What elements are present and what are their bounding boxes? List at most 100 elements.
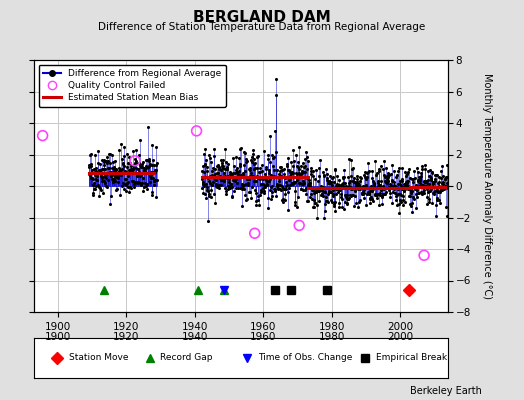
Point [232,167,240,174]
Point [354,180,363,187]
Text: Berkeley Earth: Berkeley Earth [410,386,482,396]
Point [102,158,110,164]
Point [366,195,374,202]
Point [387,171,395,178]
Point [234,184,243,191]
Point [233,169,241,175]
Point [211,170,220,177]
Point [239,162,248,168]
Point [251,160,259,166]
Point [108,165,116,172]
Point [351,193,359,200]
Point [225,178,234,185]
Point [417,173,425,179]
Point [316,186,325,192]
Point [245,176,254,182]
Point [232,176,241,182]
Point [310,176,319,182]
Point [248,173,257,180]
Point [198,185,206,191]
Point [302,191,311,197]
Point [330,202,338,209]
Point [258,161,266,168]
Point [139,159,147,166]
Point [137,161,146,167]
Point [326,197,335,204]
Point [275,186,283,193]
Point [233,180,242,186]
Text: Empirical Break: Empirical Break [376,354,446,362]
Point [360,187,368,194]
Point [303,165,311,172]
Point [106,200,114,207]
Point [340,167,348,173]
Point [436,200,444,206]
Point [249,161,258,168]
Point [231,174,239,181]
Point [406,193,414,199]
Point [267,193,276,200]
Point [373,170,381,176]
Point [148,188,157,195]
Point [407,203,416,209]
Point [89,176,97,182]
Point [241,168,249,174]
Point [325,189,333,196]
Point [221,166,229,172]
Point [355,197,364,204]
Point [209,165,217,172]
Point [303,154,311,160]
Point [307,191,315,197]
Point [117,172,125,178]
Point [118,170,126,176]
Point [325,177,334,184]
Point [397,176,406,182]
Point [397,191,405,198]
Point [394,181,402,188]
Point [272,167,281,173]
Point [222,159,231,165]
Point [286,173,294,179]
Point [304,198,312,204]
Point [228,194,236,200]
Point [332,183,340,189]
Point [406,184,414,190]
Point [341,199,349,206]
Point [414,174,423,180]
Point [398,197,407,203]
Point [341,192,349,198]
Point [119,160,127,166]
Point [419,182,427,188]
Point [237,145,245,151]
Point [362,202,370,208]
Point [329,187,337,194]
Point [214,163,222,170]
Point [427,184,435,190]
Point [310,190,318,196]
Point [304,184,313,190]
Point [300,186,309,193]
Point [227,171,236,178]
Point [392,184,400,190]
Point [216,174,224,181]
Point [348,177,357,184]
Point [144,163,152,170]
Text: 1960: 1960 [250,332,277,342]
Point [105,165,113,172]
Point [102,175,110,182]
Point [436,168,445,175]
Point [223,174,232,181]
Point [416,177,424,184]
Point [113,169,121,176]
Point [350,174,358,181]
Point [236,172,245,178]
Point [361,174,369,180]
Point [315,157,324,163]
Point [241,150,249,156]
Point [274,186,282,192]
Point [289,170,297,177]
Point [313,188,321,194]
Point [138,170,146,177]
Point [344,196,353,202]
Point [112,166,121,172]
